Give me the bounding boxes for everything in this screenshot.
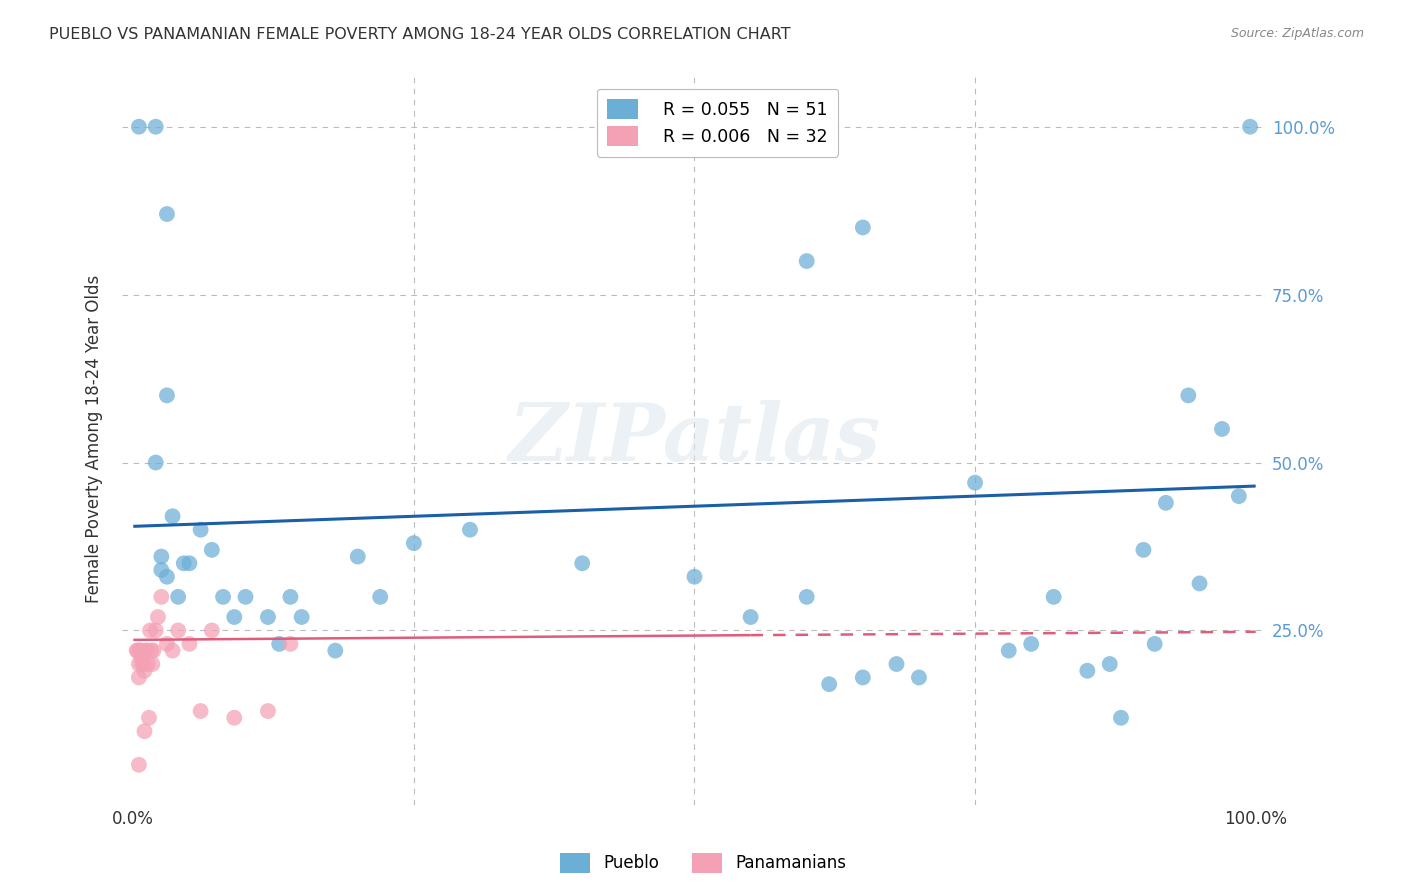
Point — [1239, 120, 1261, 134]
Point — [1143, 637, 1166, 651]
Point — [965, 475, 987, 490]
Point — [150, 563, 173, 577]
Point — [156, 207, 179, 221]
Point — [852, 670, 875, 684]
Point — [142, 643, 165, 657]
Point — [150, 549, 173, 564]
Point — [796, 590, 818, 604]
Point — [179, 637, 201, 651]
Point — [886, 657, 908, 671]
Point — [141, 643, 163, 657]
Point — [908, 670, 931, 684]
Point — [141, 657, 163, 671]
Point — [997, 643, 1019, 657]
Text: Source: ZipAtlas.com: Source: ZipAtlas.com — [1230, 27, 1364, 40]
Point — [156, 570, 179, 584]
Point — [146, 610, 169, 624]
Point — [128, 670, 150, 684]
Point — [201, 624, 224, 638]
Point — [571, 556, 593, 570]
Point — [132, 657, 155, 671]
Point — [138, 711, 160, 725]
Point — [145, 456, 167, 470]
Point — [201, 542, 224, 557]
Point — [235, 590, 257, 604]
Point — [402, 536, 425, 550]
Point — [818, 677, 841, 691]
Text: ZIPatlas: ZIPatlas — [509, 401, 880, 478]
Point — [291, 610, 314, 624]
Point — [134, 724, 156, 739]
Point — [156, 637, 179, 651]
Point — [128, 757, 150, 772]
Point — [162, 509, 184, 524]
Point — [683, 570, 706, 584]
Point — [257, 704, 280, 718]
Point — [1132, 542, 1154, 557]
Point — [368, 590, 391, 604]
Point — [125, 643, 148, 657]
Point — [128, 120, 150, 134]
Point — [280, 637, 302, 651]
Point — [1211, 422, 1233, 436]
Point — [1109, 711, 1132, 725]
Legend: Pueblo, Panamanians: Pueblo, Panamanians — [553, 847, 853, 880]
Point — [323, 643, 346, 657]
Point — [224, 610, 246, 624]
Point — [458, 523, 481, 537]
Point — [167, 624, 190, 638]
Point — [1154, 496, 1177, 510]
Point — [1227, 489, 1250, 503]
Point — [190, 704, 212, 718]
Point — [1177, 388, 1199, 402]
Point — [224, 711, 246, 725]
Point — [1098, 657, 1121, 671]
Point — [1076, 664, 1098, 678]
Point — [796, 254, 818, 268]
Y-axis label: Female Poverty Among 18-24 Year Olds: Female Poverty Among 18-24 Year Olds — [86, 275, 103, 603]
Point — [162, 643, 184, 657]
Point — [129, 643, 152, 657]
Point — [131, 657, 153, 671]
Point — [136, 657, 159, 671]
Point — [1188, 576, 1211, 591]
Point — [257, 610, 280, 624]
Point — [156, 388, 179, 402]
Point — [139, 624, 162, 638]
Point — [135, 643, 157, 657]
Point — [346, 549, 368, 564]
Point — [167, 590, 190, 604]
Point — [134, 664, 156, 678]
Point — [740, 610, 762, 624]
Point — [129, 643, 152, 657]
Text: PUEBLO VS PANAMANIAN FEMALE POVERTY AMONG 18-24 YEAR OLDS CORRELATION CHART: PUEBLO VS PANAMANIAN FEMALE POVERTY AMON… — [49, 27, 790, 42]
Point — [852, 220, 875, 235]
Legend:   R = 0.055   N = 51,   R = 0.006   N = 32: R = 0.055 N = 51, R = 0.006 N = 32 — [596, 89, 838, 157]
Point — [173, 556, 195, 570]
Point — [127, 643, 149, 657]
Point — [179, 556, 201, 570]
Point — [280, 590, 302, 604]
Point — [150, 590, 173, 604]
Point — [128, 657, 150, 671]
Point — [190, 523, 212, 537]
Point — [135, 643, 157, 657]
Point — [212, 590, 235, 604]
Point — [1042, 590, 1064, 604]
Point — [269, 637, 291, 651]
Point — [145, 120, 167, 134]
Point — [129, 650, 152, 665]
Point — [1019, 637, 1042, 651]
Point — [145, 624, 167, 638]
